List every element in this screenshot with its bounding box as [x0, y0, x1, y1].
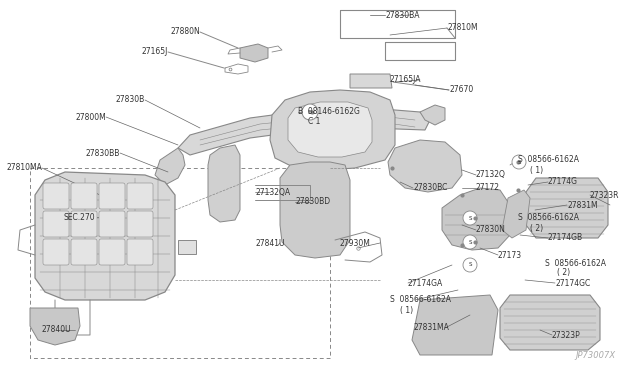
Text: SEC.270: SEC.270: [63, 214, 95, 222]
Polygon shape: [420, 105, 445, 125]
Polygon shape: [502, 190, 530, 238]
Bar: [178, 240, 196, 254]
Text: 27810M: 27810M: [447, 23, 477, 32]
FancyBboxPatch shape: [99, 211, 125, 237]
Text: 27810MA: 27810MA: [6, 164, 42, 173]
Circle shape: [463, 211, 477, 225]
Text: 27323R: 27323R: [590, 190, 620, 199]
Text: 27173: 27173: [498, 250, 522, 260]
Text: S: S: [468, 215, 472, 221]
Text: 27670: 27670: [449, 86, 473, 94]
Polygon shape: [240, 44, 268, 62]
Text: 27930M: 27930M: [340, 238, 371, 247]
Text: ( 1): ( 1): [530, 166, 543, 174]
Text: 27132QA: 27132QA: [255, 187, 290, 196]
Text: S  08566-6162A: S 08566-6162A: [518, 214, 579, 222]
Text: 27323P: 27323P: [552, 330, 580, 340]
FancyBboxPatch shape: [127, 183, 153, 209]
Text: S: S: [468, 240, 472, 244]
Text: 27830BA: 27830BA: [385, 10, 419, 19]
Text: 27174GC: 27174GC: [555, 279, 590, 288]
Polygon shape: [208, 145, 240, 222]
Text: 27800M: 27800M: [76, 112, 106, 122]
Text: S  08566-6162A: S 08566-6162A: [518, 155, 579, 164]
Text: S: S: [468, 263, 472, 267]
Text: ( 1): ( 1): [400, 305, 413, 314]
Text: ( 2): ( 2): [557, 269, 570, 278]
FancyBboxPatch shape: [43, 239, 69, 265]
Polygon shape: [412, 295, 498, 355]
Text: 27172: 27172: [476, 183, 500, 192]
Text: 27174G: 27174G: [548, 177, 578, 186]
Text: S  08566-6162A: S 08566-6162A: [545, 259, 606, 267]
Text: S: S: [517, 160, 521, 164]
Text: S  08566-6162A: S 08566-6162A: [390, 295, 451, 305]
FancyBboxPatch shape: [127, 211, 153, 237]
Text: 27880N: 27880N: [170, 28, 200, 36]
Polygon shape: [388, 140, 462, 192]
Circle shape: [512, 155, 526, 169]
Text: 27174GB: 27174GB: [548, 234, 583, 243]
Text: 27831MA: 27831MA: [413, 324, 449, 333]
Polygon shape: [280, 162, 350, 258]
Polygon shape: [30, 308, 80, 345]
FancyBboxPatch shape: [71, 183, 97, 209]
Text: ( 2): ( 2): [530, 224, 543, 232]
Text: B: B: [308, 109, 312, 115]
Polygon shape: [500, 295, 600, 350]
FancyBboxPatch shape: [127, 239, 153, 265]
Text: 27132Q: 27132Q: [476, 170, 506, 180]
Text: 27165JA: 27165JA: [390, 76, 422, 84]
FancyBboxPatch shape: [99, 183, 125, 209]
FancyBboxPatch shape: [43, 211, 69, 237]
Text: B  08146-6162G: B 08146-6162G: [298, 108, 360, 116]
Bar: [30, 168, 330, 358]
FancyBboxPatch shape: [71, 239, 97, 265]
Polygon shape: [526, 178, 608, 238]
FancyBboxPatch shape: [43, 183, 69, 209]
Text: 27165J: 27165J: [141, 48, 168, 57]
Polygon shape: [35, 172, 175, 300]
Text: 27830BB: 27830BB: [86, 148, 120, 157]
Circle shape: [302, 104, 318, 120]
Circle shape: [463, 235, 477, 249]
Text: 27830N: 27830N: [476, 225, 506, 234]
Polygon shape: [442, 188, 510, 250]
Text: 27174GA: 27174GA: [408, 279, 444, 288]
Polygon shape: [178, 108, 430, 155]
Polygon shape: [288, 102, 372, 157]
FancyBboxPatch shape: [71, 211, 97, 237]
Text: 27840U: 27840U: [42, 326, 72, 334]
FancyBboxPatch shape: [99, 239, 125, 265]
Text: C 1: C 1: [308, 116, 321, 125]
Polygon shape: [155, 148, 185, 185]
Polygon shape: [350, 74, 392, 88]
Text: 27830BC: 27830BC: [413, 183, 447, 192]
Polygon shape: [270, 90, 395, 170]
Text: JP73007X: JP73007X: [575, 351, 615, 360]
Text: 27831M: 27831M: [567, 201, 598, 209]
Text: 27830B: 27830B: [116, 96, 145, 105]
Circle shape: [463, 258, 477, 272]
Text: 27841U: 27841U: [255, 238, 285, 247]
Text: 27830BD: 27830BD: [295, 198, 330, 206]
